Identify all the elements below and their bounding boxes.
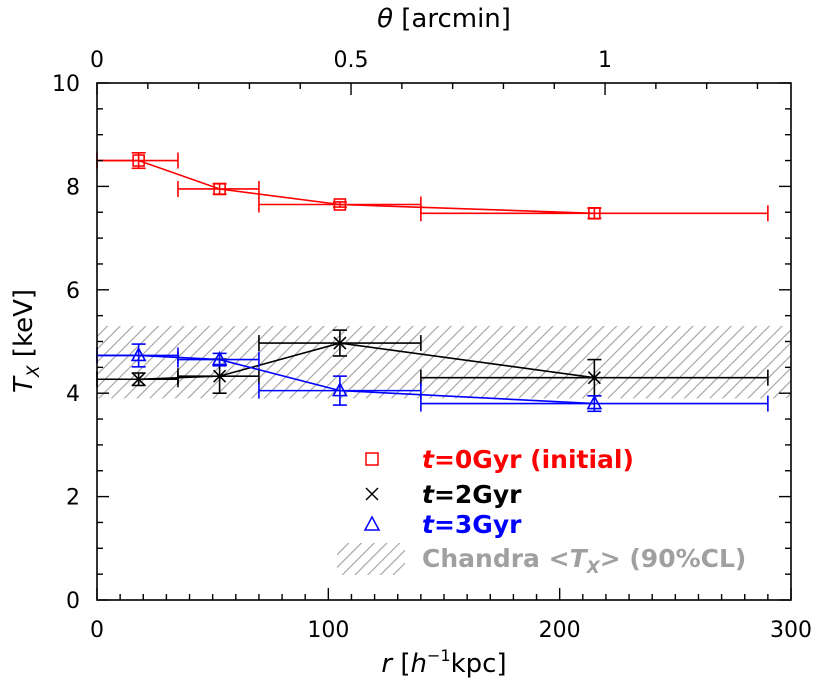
series-0 (96, 151, 769, 222)
top-tick-label: 1 (598, 48, 612, 73)
square-marker (213, 182, 226, 196)
legend-label-chandra: Chandra <TX> (90%CL) (422, 544, 746, 578)
x-tick-label: 300 (770, 618, 812, 643)
series-layer (96, 151, 769, 413)
cross-marker (132, 372, 146, 386)
y-tick-label: 0 (66, 589, 80, 614)
triangle-marker (586, 394, 603, 410)
square-marker (333, 198, 347, 211)
legend-entry-chandra: Chandra <TX> (90%CL) (337, 543, 746, 578)
y-tick-label: 4 (66, 382, 80, 407)
series-1 (96, 329, 769, 397)
x-axis-title: r [h−1kpc] (381, 646, 506, 679)
y-tick-label: 2 (66, 486, 80, 511)
y-tick-label: 10 (52, 72, 80, 97)
square-marker (588, 206, 601, 220)
triangle-marker (130, 346, 147, 362)
cross-marker (213, 369, 227, 383)
series-2 (96, 343, 769, 413)
legend-label-t0: t=0Gyr (initial) (422, 445, 634, 474)
y-axis-title: TX [keV] (9, 289, 44, 393)
x-tick-label: 0 (90, 618, 104, 643)
legend-square-marker (365, 452, 379, 466)
triangle-marker (332, 381, 348, 397)
legend: t=0Gyr (initial) t=2Gyr t=3Gyr Chandra <… (337, 445, 746, 578)
legend-entry-t2: t=2Gyr (365, 480, 522, 509)
x-tick-label: 200 (539, 618, 581, 643)
legend-entry-t0: t=0Gyr (initial) (365, 445, 634, 474)
legend-cross-marker (365, 487, 379, 501)
legend-hatch-swatch (337, 543, 405, 575)
x-tick-label: 100 (307, 618, 349, 643)
cross-marker (587, 371, 601, 385)
legend-label-t3: t=3Gyr (422, 510, 522, 539)
y-tick-label: 6 (66, 279, 80, 304)
top-axis-title: θ [arcmin] (377, 4, 511, 34)
y-tick-label: 8 (66, 175, 80, 200)
square-marker (132, 154, 145, 167)
legend-triangle-marker (363, 515, 381, 531)
cross-marker (333, 336, 347, 350)
chandra-band-layer (97, 325, 791, 399)
chandra-band (97, 325, 791, 399)
legend-entry-t3: t=3Gyr (363, 510, 522, 539)
top-tick-label: 0.5 (334, 48, 369, 73)
legend-label-t2: t=2Gyr (422, 480, 522, 509)
triangle-marker (211, 350, 228, 366)
top-tick-label: 0 (90, 48, 104, 73)
